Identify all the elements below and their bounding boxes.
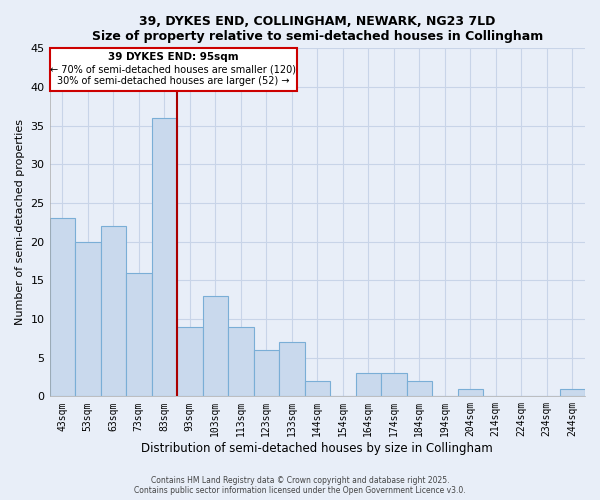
Bar — [381, 373, 407, 396]
Bar — [279, 342, 305, 396]
Y-axis label: Number of semi-detached properties: Number of semi-detached properties — [15, 120, 25, 326]
Text: Contains HM Land Registry data © Crown copyright and database right 2025.
Contai: Contains HM Land Registry data © Crown c… — [134, 476, 466, 495]
Bar — [203, 296, 228, 396]
Bar — [407, 381, 432, 396]
Bar — [305, 381, 330, 396]
X-axis label: Distribution of semi-detached houses by size in Collingham: Distribution of semi-detached houses by … — [142, 442, 493, 455]
Bar — [101, 226, 126, 396]
Bar — [177, 326, 203, 396]
Bar — [356, 373, 381, 396]
Bar — [75, 242, 101, 396]
Text: 30% of semi-detached houses are larger (52) →: 30% of semi-detached houses are larger (… — [57, 76, 289, 86]
Bar — [254, 350, 279, 397]
Bar — [152, 118, 177, 396]
Bar — [228, 326, 254, 396]
FancyBboxPatch shape — [50, 48, 297, 91]
Bar — [458, 388, 483, 396]
Bar — [126, 272, 152, 396]
Title: 39, DYKES END, COLLINGHAM, NEWARK, NG23 7LD
Size of property relative to semi-de: 39, DYKES END, COLLINGHAM, NEWARK, NG23 … — [92, 15, 543, 43]
Bar — [560, 388, 585, 396]
Text: ← 70% of semi-detached houses are smaller (120): ← 70% of semi-detached houses are smalle… — [50, 64, 296, 74]
Bar — [50, 218, 75, 396]
Text: 39 DYKES END: 95sqm: 39 DYKES END: 95sqm — [108, 52, 239, 62]
